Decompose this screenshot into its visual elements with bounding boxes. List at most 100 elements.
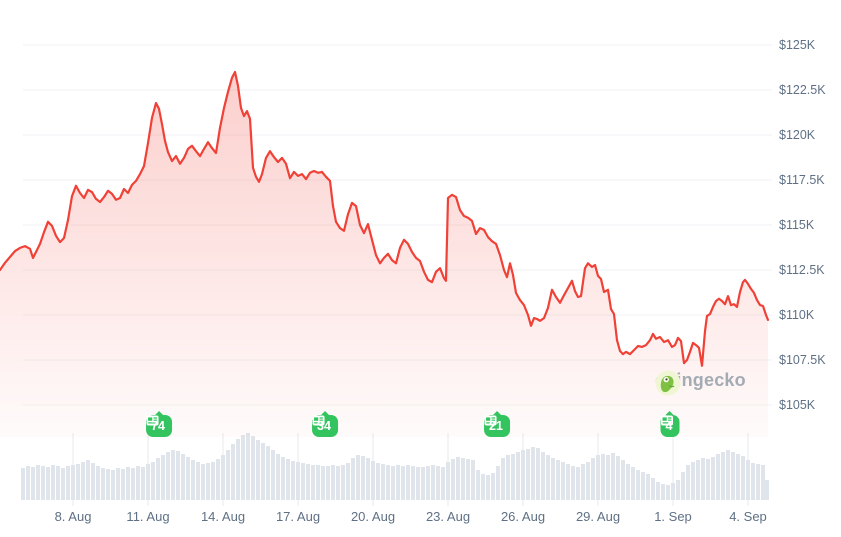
news-badge[interactable]: 74 bbox=[146, 415, 172, 437]
volume-bar bbox=[261, 443, 265, 500]
volume-bar bbox=[736, 454, 740, 500]
news-icon bbox=[312, 415, 325, 426]
news-badge[interactable]: 21 bbox=[484, 415, 510, 437]
volume-bar bbox=[101, 468, 105, 500]
volume-bar bbox=[746, 460, 750, 500]
news-count: 34 bbox=[317, 418, 331, 433]
volume-bar bbox=[681, 472, 685, 500]
volume-bar bbox=[271, 450, 275, 500]
y-tick-label: $110K bbox=[779, 308, 815, 322]
volume-bar bbox=[236, 439, 240, 500]
volume-bar bbox=[446, 462, 450, 500]
volume-bar bbox=[286, 459, 290, 500]
volume-bar bbox=[581, 464, 585, 500]
volume-bar bbox=[406, 465, 410, 500]
volume-bar bbox=[351, 458, 355, 500]
volume-bar bbox=[636, 470, 640, 500]
volume-bar bbox=[146, 464, 150, 500]
volume-bar bbox=[731, 452, 735, 500]
volume-bar bbox=[211, 462, 215, 500]
volume-bar bbox=[571, 466, 575, 500]
x-tick-label: 4. Sep bbox=[729, 509, 767, 524]
volume-bar bbox=[726, 450, 730, 500]
coingecko-watermark: coingecko bbox=[655, 370, 746, 396]
x-tick-label: 8. Aug bbox=[54, 509, 92, 524]
volume-bar bbox=[331, 465, 335, 500]
volume-bar bbox=[471, 460, 475, 500]
volume-bar bbox=[176, 451, 180, 500]
volume-bar bbox=[566, 464, 570, 500]
volume-bar bbox=[316, 465, 320, 500]
news-count: 4 bbox=[665, 418, 673, 433]
x-tick-label: 17. Aug bbox=[275, 509, 321, 524]
volume-bar bbox=[421, 467, 425, 500]
volume-bar bbox=[526, 449, 530, 500]
volume-bar bbox=[601, 454, 605, 500]
x-tick-label: 23. Aug bbox=[425, 509, 471, 524]
volume-bar bbox=[256, 440, 260, 500]
volume-bar bbox=[556, 460, 560, 500]
volume-bar bbox=[181, 454, 185, 500]
news-badge[interactable]: 4 bbox=[660, 415, 680, 437]
volume-bar bbox=[361, 456, 365, 500]
price-area-fill bbox=[0, 72, 768, 437]
volume-bar bbox=[466, 459, 470, 500]
volume-bar bbox=[371, 461, 375, 500]
volume-bar bbox=[666, 485, 670, 500]
volume-bar bbox=[621, 460, 625, 500]
volume-bar bbox=[426, 466, 430, 500]
volume-bar bbox=[456, 457, 460, 500]
x-tick-label: 26. Aug bbox=[500, 509, 546, 524]
volume-bar bbox=[91, 463, 95, 500]
volume-bar bbox=[296, 462, 300, 500]
news-count: 74 bbox=[151, 418, 165, 433]
volume-bar bbox=[716, 454, 720, 500]
volume-bar bbox=[491, 473, 495, 500]
y-tick-label: $112.5K bbox=[779, 263, 825, 277]
price-line bbox=[0, 70, 770, 367]
volume-bar bbox=[191, 460, 195, 500]
y-tick-label: $117.5K bbox=[779, 173, 825, 187]
volume-bars bbox=[21, 433, 769, 500]
y-tick-label: $107.5K bbox=[779, 353, 826, 367]
volume-bar bbox=[381, 464, 385, 500]
volume-bar bbox=[696, 460, 700, 500]
volume-bar bbox=[586, 462, 590, 500]
volume-bar bbox=[56, 466, 60, 500]
volume-bar bbox=[311, 465, 315, 500]
volume-bar bbox=[481, 474, 485, 500]
volume-bar bbox=[606, 455, 610, 500]
volume-bar bbox=[216, 459, 220, 500]
volume-bar bbox=[221, 455, 225, 500]
news-icon bbox=[661, 415, 674, 426]
volume-bar bbox=[156, 458, 160, 500]
volume-bar bbox=[596, 455, 600, 500]
volume-bar bbox=[641, 472, 645, 500]
volume-bar bbox=[326, 466, 330, 500]
volume-bar bbox=[476, 470, 480, 500]
volume-bar bbox=[51, 465, 55, 500]
volume-bar bbox=[431, 465, 435, 500]
volume-bar bbox=[76, 464, 80, 500]
volume-bar bbox=[646, 474, 650, 500]
volume-bar bbox=[116, 468, 120, 500]
volume-bar bbox=[226, 450, 230, 500]
volume-bar bbox=[306, 464, 310, 500]
x-tick-label: 20. Aug bbox=[350, 509, 396, 524]
y-tick-label: $105K bbox=[779, 398, 816, 412]
news-count: 21 bbox=[489, 418, 503, 433]
news-badge[interactable]: 34 bbox=[312, 415, 338, 437]
y-tick-label: $122.5K bbox=[779, 83, 826, 97]
volume-bar bbox=[96, 466, 100, 500]
volume-bar bbox=[196, 462, 200, 500]
volume-bar bbox=[765, 480, 769, 500]
volume-bar bbox=[506, 455, 510, 500]
volume-bar bbox=[671, 483, 675, 500]
volume-bar bbox=[41, 466, 45, 500]
volume-bar bbox=[721, 452, 725, 500]
volume-bar bbox=[301, 463, 305, 500]
volume-bar bbox=[461, 458, 465, 500]
volume-bar bbox=[711, 457, 715, 500]
